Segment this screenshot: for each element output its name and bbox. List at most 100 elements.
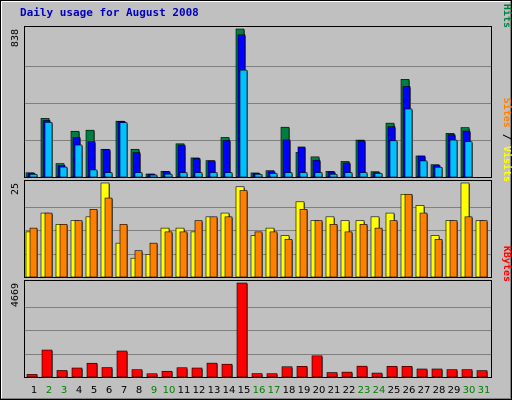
bar-pages-day-3 (59, 166, 68, 178)
x-tick-label-9: 9 (151, 385, 157, 396)
bar-kbytes-day-30 (461, 369, 473, 378)
bar-sites-day-25 (389, 220, 398, 278)
x-tick-label-18: 18 (283, 385, 296, 396)
bar-kbytes-day-2 (41, 349, 53, 378)
x-tick-label-30: 30 (463, 385, 476, 396)
bar-kbytes-day-6 (101, 367, 113, 378)
bar-pages-day-4 (74, 144, 83, 178)
bar-sites-day-14 (224, 216, 233, 278)
bar-pages-day-13 (209, 172, 218, 178)
bar-pages-day-16 (254, 174, 263, 178)
bar-pages-day-21 (329, 174, 338, 178)
bar-pages-day-25 (389, 140, 398, 178)
bar-pages-day-18 (284, 172, 293, 178)
x-tick-label-31: 31 (478, 385, 491, 396)
bar-sites-day-7 (119, 224, 128, 278)
x-tick-label-15: 15 (238, 385, 251, 396)
panel-1-side-legend: Pages / Files / Hits (501, 0, 512, 28)
x-tick-label-16: 16 (253, 385, 266, 396)
bar-kbytes-day-31 (476, 370, 488, 378)
bar-pages-day-30 (464, 141, 473, 178)
x-tick-label-17: 17 (268, 385, 281, 396)
bar-pages-day-5 (89, 169, 98, 178)
bar-kbytes-day-25 (386, 365, 398, 378)
x-tick-label-7: 7 (121, 385, 127, 396)
panel-3-side-legend: KBytes (501, 246, 512, 282)
bar-kbytes-day-19 (296, 365, 308, 378)
bar-sites-day-11 (179, 231, 188, 278)
bar-pages-day-20 (314, 172, 323, 178)
x-tick-label-6: 6 (106, 385, 112, 396)
bar-sites-day-27 (419, 212, 428, 278)
x-tick-label-27: 27 (418, 385, 431, 396)
bar-sites-day-5 (89, 209, 98, 278)
bar-pages-day-17 (269, 173, 278, 178)
bar-sites-day-21 (329, 224, 338, 278)
bar-kbytes-day-14 (221, 363, 233, 378)
bar-files-day-14 (222, 140, 231, 178)
bar-pages-day-22 (344, 172, 353, 178)
bar-kbytes-day-9 (146, 373, 158, 378)
bar-sites-day-29 (449, 220, 458, 278)
bar-sites-day-23 (359, 224, 368, 278)
bar-files-day-18 (282, 139, 291, 178)
x-tick-label-22: 22 (343, 385, 356, 396)
x-tick-label-20: 20 (313, 385, 326, 396)
bar-pages-day-2 (44, 122, 53, 178)
bar-sites-day-22 (344, 231, 353, 278)
x-tick-label-25: 25 (388, 385, 401, 396)
bar-sites-day-24 (374, 227, 383, 278)
x-tick-label-11: 11 (178, 385, 191, 396)
bar-kbytes-day-11 (176, 367, 188, 378)
side-legend-segment: Hits (501, 4, 512, 28)
bar-pages-day-23 (359, 172, 368, 178)
bar-sites-day-18 (284, 239, 293, 278)
bar-pages-day-26 (404, 108, 413, 178)
side-legend-segment: Visits (501, 146, 512, 182)
side-legend-segment: / (501, 0, 512, 4)
bar-sites-day-17 (269, 231, 278, 278)
panel-2-side-legend: Sites / Visits (501, 98, 512, 182)
bar-pages-day-9 (149, 174, 158, 178)
panel-2-max-label: 25 (10, 183, 21, 195)
bar-kbytes-day-28 (431, 368, 443, 378)
bars-layer (25, 28, 488, 378)
x-tick-label-1: 1 (31, 385, 37, 396)
panel-3-max-label: 4669 (10, 283, 21, 307)
bar-kbytes-day-20 (311, 355, 323, 378)
bar-sites-day-30 (464, 216, 473, 278)
bar-pages-day-29 (449, 139, 458, 178)
bar-sites-day-1 (29, 227, 38, 278)
bar-pages-day-19 (299, 172, 308, 178)
x-tick-label-24: 24 (373, 385, 386, 396)
bar-kbytes-day-18 (281, 366, 293, 378)
bar-kbytes-day-7 (116, 350, 128, 378)
side-legend-segment: / (501, 128, 512, 146)
bar-sites-day-26 (404, 193, 413, 278)
bar-sites-day-13 (209, 216, 218, 278)
bar-pages-day-6 (104, 172, 113, 178)
bar-files-day-11 (177, 144, 186, 178)
x-tick-label-19: 19 (298, 385, 311, 396)
x-axis-labels: 1 2 3 4 5 6 7 8 9 10 11 12 13 14 15 16 17 18 19 20 21 22 23 24 2… (31, 385, 491, 396)
bar-sites-day-16 (254, 231, 263, 278)
bar-kbytes-day-21 (326, 372, 338, 378)
bar-kbytes-day-12 (191, 367, 203, 378)
bar-pages-day-14 (224, 172, 233, 178)
x-tick-label-2: 2 (46, 385, 52, 396)
bar-sites-day-19 (299, 209, 308, 278)
bar-pages-day-8 (134, 172, 143, 178)
x-tick-label-14: 14 (223, 385, 236, 396)
bar-pages-day-7 (119, 122, 128, 178)
bar-sites-day-2 (44, 212, 53, 278)
bar-kbytes-day-16 (251, 373, 263, 378)
x-tick-label-8: 8 (136, 385, 142, 396)
x-tick-label-13: 13 (208, 385, 221, 396)
x-tick-label-3: 3 (61, 385, 67, 396)
bar-pages-day-11 (179, 172, 188, 178)
bar-pages-day-10 (164, 173, 173, 178)
bar-sites-day-31 (479, 220, 488, 278)
bar-kbytes-day-24 (371, 372, 383, 378)
bar-kbytes-day-26 (401, 365, 413, 378)
bar-files-day-23 (357, 140, 366, 178)
